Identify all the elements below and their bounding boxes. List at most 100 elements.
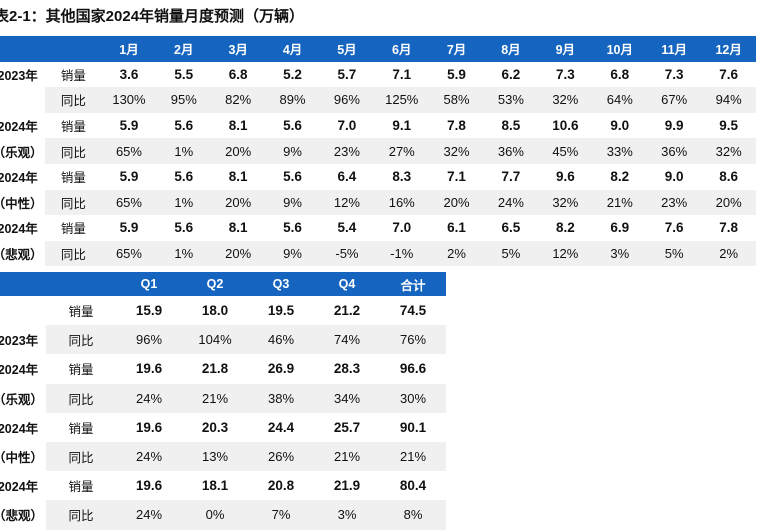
row-metric-label: 同比 [46,441,116,472]
header-cell: 7月 [429,36,484,62]
table-cell: 3.6 [119,66,139,82]
monthly-table-body: 2023年 销量 3.6 5.5 6.8 5.2 5.7 7.1 5.9 6.2 7.3 6.8 7.3… [0,62,756,267]
header-cell [0,36,46,62]
table-cell: 20% [429,189,484,216]
table-cell: 9.0 [664,169,684,185]
row-group-label: （中性） [0,189,46,216]
table-cell: 36% [646,138,702,164]
table-cell: 32% [429,138,484,164]
table-cell: 19.6 [135,361,163,377]
table-cell: 9.9 [664,118,684,134]
table-cell: 58% [429,87,484,113]
row-metric-label: 销量 [68,480,94,495]
table-cell: 6.8 [228,66,248,82]
header-cell: 10月 [592,36,647,62]
table-cell: 7.1 [392,66,412,82]
table-cell: 5.9 [119,169,139,185]
table-cell: 5.6 [283,118,302,134]
table-cell: 38% [248,383,314,413]
row-group-label: 2024年 [0,222,38,237]
table-cell: 21% [314,441,380,472]
table-cell: 7.1 [447,169,466,185]
page-title: 表2-1：其他国家2024年销量月度预测（万辆） [0,8,305,25]
table-cell: 24% [116,441,182,472]
table-cell: 6.2 [501,66,521,82]
table-cell: 15.9 [135,303,163,319]
table-cell: 80.4 [399,478,427,494]
table-cell: 5.9 [119,118,139,134]
table-cell: 46% [248,325,314,355]
table-cell: 96% [319,87,375,113]
header-cell: Q1 [116,272,182,296]
table-cell: 21.2 [333,303,361,319]
table-row: 2024年 销量 19.6 21.8 26.9 28.3 96.6 [0,354,446,383]
table-cell: 8% [380,500,446,530]
table-cell: -5% [319,240,375,267]
row-group-label [0,296,46,325]
row-group-label: 2024年 [0,421,39,436]
table-cell: 21.9 [333,478,361,494]
table-cell: 65% [101,138,157,164]
table-cell: 64% [592,87,647,113]
row-group-label [0,87,46,113]
table-cell: 90.1 [399,419,427,435]
row-group-label: （乐观） [0,383,46,413]
header-cell [0,272,46,296]
table-cell: 20% [701,189,756,216]
table-cell: 9.5 [719,118,739,134]
table-cell: 26.9 [267,361,295,377]
row-metric-label: 同比 [45,87,102,113]
row-group-label: （悲观） [0,240,46,267]
header-cell: Q2 [182,272,248,296]
table-cell: 82% [210,87,266,113]
table-cell: 7.3 [664,66,684,82]
table-cell: 20.3 [201,419,229,435]
header-cell: Q3 [248,272,314,296]
row-metric-label: 销量 [68,363,94,378]
row-metric-label: 销量 [60,222,86,237]
table-cell: 23% [646,189,702,216]
table-cell: 65% [101,189,157,216]
row-metric-label: 同比 [46,383,116,413]
table-cell: 5.7 [337,66,357,82]
monthly-forecast-table: 1月 2月 3月 4月 5月 6月 7月 8月 9月 10月 11月 12月 2… [0,36,756,267]
table-cell: 6.1 [447,220,466,236]
table-cell: 1% [156,189,211,216]
table-cell: 76% [380,325,446,355]
table-cell: 25.7 [333,419,361,435]
table-cell: 94% [701,87,756,113]
row-group-label: 2024年 [0,363,39,378]
table-cell: 5.2 [283,66,302,82]
table-cell: 27% [374,138,430,164]
table-cell: 12% [538,240,593,267]
table-row: 2023年 销量 3.6 5.5 6.8 5.2 5.7 7.1 5.9 6.2 7.3 6.8 7.3… [0,62,756,88]
table-cell: 7.8 [719,220,739,236]
table-cell: 24% [116,500,182,530]
table-cell: 32% [701,138,756,164]
table-cell: 5.4 [337,220,357,236]
header-cell: Q4 [314,272,380,296]
table-cell: 19.5 [267,303,295,319]
row-group-label: 2024年 [0,120,38,135]
table-row: 2024年 销量 5.9 5.6 8.1 5.6 7.0 9.1 7.8 8.5 10.6 9.0 9.… [0,113,756,139]
table-cell: 5% [646,240,702,267]
table-cell: 21% [592,189,647,216]
row-metric-label: 同比 [45,189,102,216]
table-cell: 8.1 [228,118,248,134]
table-cell: 74.5 [399,303,427,319]
table-cell: 26% [248,441,314,472]
header-cell: 4月 [265,36,320,62]
header-cell: 6月 [374,36,430,62]
row-group-label: 2024年 [0,480,39,495]
table-cell: 20% [210,240,266,267]
row-group-label: 2024年 [0,171,38,186]
row-metric-label: 销量 [60,120,86,135]
table-cell: 24% [483,189,539,216]
table-cell: 95% [156,87,211,113]
header-cell: 2月 [156,36,211,62]
row-group-label: （中性） [0,441,46,472]
table-cell: 24.4 [267,419,295,435]
